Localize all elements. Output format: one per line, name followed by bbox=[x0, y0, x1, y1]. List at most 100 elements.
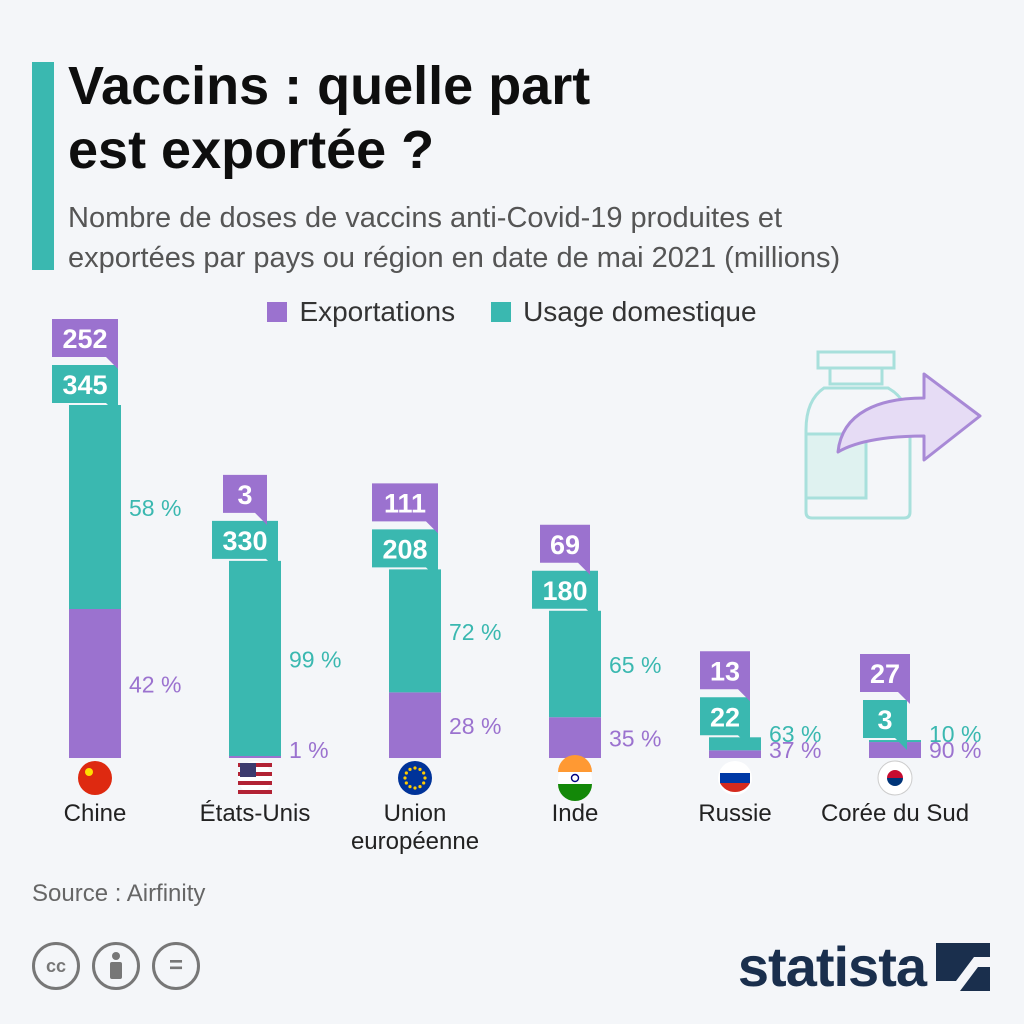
flag-star bbox=[422, 771, 426, 775]
bar-domestic bbox=[869, 740, 921, 743]
attribution-icon bbox=[92, 942, 140, 990]
license-icons: cc = bbox=[32, 942, 200, 990]
data-label-domestic-value: 180 bbox=[542, 576, 587, 606]
legend-item-domestic: Usage domestique bbox=[491, 296, 757, 328]
data-label-exports-box bbox=[540, 524, 590, 575]
data-label-exports-box bbox=[52, 319, 118, 369]
chart-subtitle: Nombre de doses de vaccins anti-Covid-19… bbox=[68, 202, 841, 274]
percent-label-exports: 42 % bbox=[129, 671, 181, 697]
bar-domestic bbox=[389, 569, 441, 693]
percent-label-exports: 1 % bbox=[289, 737, 329, 763]
category-label: Inde bbox=[552, 800, 599, 827]
legend-swatch-exports bbox=[267, 302, 288, 322]
category-label: Corée du Sud bbox=[821, 800, 969, 827]
flag-stripe bbox=[238, 781, 272, 785]
percent-label-domestic: 10 % bbox=[929, 721, 981, 747]
data-label-domestic-value: 22 bbox=[710, 702, 740, 732]
bar-exports bbox=[69, 608, 121, 758]
flag-star bbox=[85, 768, 93, 776]
flag-star bbox=[422, 781, 426, 785]
data-label-exports-box bbox=[860, 654, 910, 705]
statista-logo: statista bbox=[738, 935, 990, 999]
flag-taeguk-bottom bbox=[887, 778, 903, 786]
data-label-exports-value: 3 bbox=[237, 480, 252, 510]
flag-band-bottom bbox=[558, 784, 592, 801]
data-label-domestic-box bbox=[212, 520, 278, 571]
category-label: Chine bbox=[64, 800, 127, 827]
percent-label-exports: 37 % bbox=[769, 737, 821, 763]
legend-label-exports: Exportations bbox=[299, 296, 456, 327]
eu-flag-icon bbox=[398, 761, 432, 795]
data-label-exports-value: 27 bbox=[870, 659, 900, 689]
bar-domestic bbox=[69, 405, 121, 609]
flag-stripe bbox=[238, 790, 272, 794]
data-label-domestic-box bbox=[52, 365, 118, 415]
data-label-exports-value: 69 bbox=[550, 530, 580, 560]
category-label: Russie bbox=[698, 800, 771, 827]
bar-exports bbox=[549, 717, 601, 758]
data-label-exports-value: 252 bbox=[62, 324, 107, 354]
data-label-domestic-box bbox=[372, 529, 438, 580]
data-label-exports-value: 111 bbox=[384, 488, 426, 518]
percent-label-domestic: 58 % bbox=[129, 495, 181, 521]
flag-band-bottom bbox=[720, 783, 750, 793]
chart-title: Vaccins : quelle part est exportée ? bbox=[68, 56, 591, 180]
legend: Exportations Usage domestique bbox=[0, 296, 1024, 328]
percent-label-domestic: 63 % bbox=[769, 721, 821, 747]
percent-label-domestic: 99 % bbox=[289, 646, 341, 672]
percent-label-exports: 35 % bbox=[609, 726, 661, 752]
data-label-domestic-box bbox=[863, 700, 907, 751]
legend-item-exports: Exportations bbox=[267, 296, 455, 328]
percent-label-domestic: 65 % bbox=[609, 652, 661, 678]
bar-chart: 345 252 58 % 42 % Chine 330 3 99 % 1 % États-Unis… bbox=[52, 319, 982, 855]
bar-domestic bbox=[709, 737, 761, 751]
flag-star bbox=[404, 771, 408, 775]
flag-star bbox=[423, 776, 427, 780]
flag-star bbox=[418, 767, 422, 771]
brand-name: statista bbox=[737, 935, 927, 998]
no-derivatives-icon: = bbox=[152, 942, 200, 990]
legend-swatch-domestic bbox=[491, 302, 512, 322]
flag-star bbox=[413, 766, 417, 770]
bar-exports bbox=[709, 750, 761, 758]
percent-label-exports: 90 % bbox=[929, 737, 981, 763]
category-label: européenne bbox=[351, 828, 479, 855]
china-flag-icon bbox=[78, 761, 112, 795]
flag-band-top bbox=[558, 755, 592, 772]
data-label-exports-box bbox=[700, 651, 750, 702]
bar-exports bbox=[389, 692, 441, 758]
bar-exports bbox=[229, 756, 281, 758]
flag-star bbox=[418, 785, 422, 789]
data-label-domestic-value: 345 bbox=[62, 370, 107, 400]
flag-star bbox=[413, 786, 417, 790]
vaccine-vial-arrow-icon bbox=[804, 350, 982, 520]
title-accent-bar bbox=[32, 62, 54, 270]
data-label-exports-value: 13 bbox=[710, 656, 740, 686]
source-note: Source : Airfinity bbox=[32, 880, 206, 907]
statista-mark-icon bbox=[936, 943, 990, 991]
data-label-exports-box bbox=[223, 474, 267, 525]
bar-domestic bbox=[229, 560, 281, 756]
percent-label-exports: 28 % bbox=[449, 713, 501, 739]
bar-domestic bbox=[549, 610, 601, 718]
category-label: États-Unis bbox=[200, 800, 311, 827]
flag-star bbox=[408, 767, 412, 771]
flag-band-middle bbox=[720, 773, 750, 783]
data-label-domestic-value: 208 bbox=[382, 534, 427, 564]
percent-label-domestic: 72 % bbox=[449, 619, 501, 645]
flag-star bbox=[404, 781, 408, 785]
data-label-domestic-value: 3 bbox=[877, 705, 892, 735]
bar-exports bbox=[869, 742, 921, 758]
data-label-exports-box bbox=[372, 483, 438, 534]
flag-canton bbox=[240, 763, 256, 777]
category-label: Union bbox=[384, 800, 447, 827]
flag-wheel bbox=[570, 773, 580, 783]
legend-label-domestic: Usage domestique bbox=[523, 296, 757, 327]
data-label-domestic-box bbox=[532, 570, 598, 621]
flag-star bbox=[403, 776, 407, 780]
data-label-domestic-value: 330 bbox=[222, 526, 267, 556]
flag-star bbox=[408, 785, 412, 789]
data-label-domestic-box bbox=[700, 697, 750, 748]
cc-icon: cc bbox=[32, 942, 80, 990]
flag-taeguk-top bbox=[887, 770, 903, 778]
